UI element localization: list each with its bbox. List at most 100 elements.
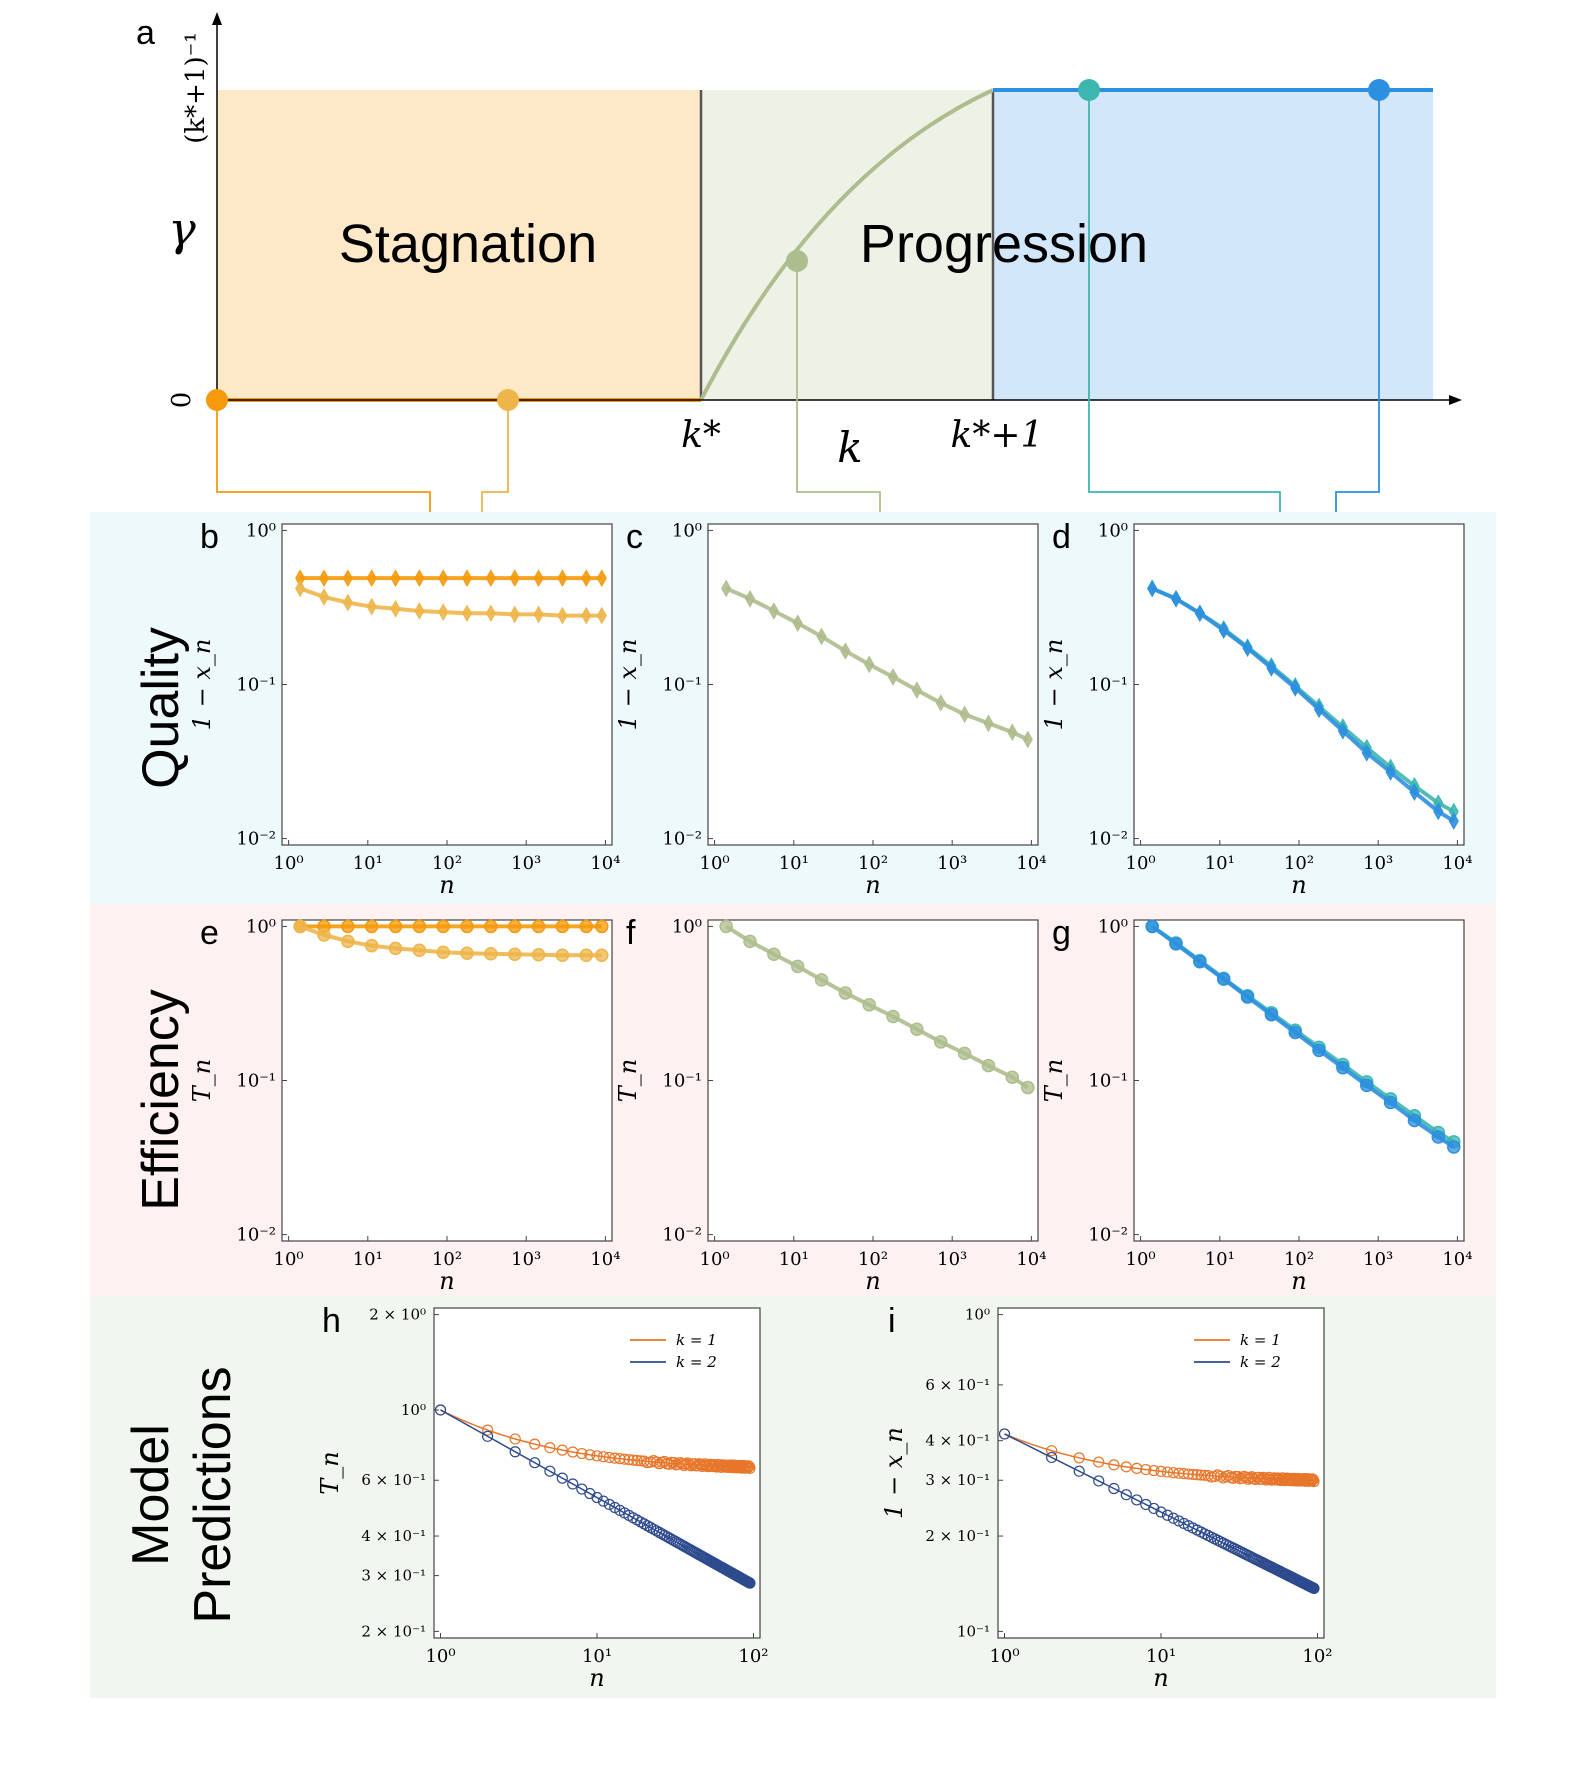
x-tick-label: 10¹ bbox=[1205, 1249, 1235, 1270]
data-point bbox=[957, 1046, 972, 1061]
data-point bbox=[434, 1404, 447, 1416]
y-tick-label: 10⁰ bbox=[672, 520, 702, 541]
data-point bbox=[623, 1454, 635, 1466]
data-point bbox=[1173, 1515, 1185, 1527]
data-point bbox=[597, 1495, 610, 1507]
data-point bbox=[1385, 763, 1396, 781]
x-tick-label: 10² bbox=[432, 853, 462, 874]
panel-i: i 10⁰ 10¹ 10² n 10⁻¹ 2 × 10⁻¹ 3 × 10⁻¹ 4 × 10⁻¹ 6… bbox=[880, 1302, 1333, 1692]
data-point bbox=[1093, 1456, 1105, 1468]
data-point bbox=[1073, 1452, 1085, 1464]
x-tick-label: 10⁴ bbox=[1016, 1249, 1046, 1270]
x-tick-label: 10⁰ bbox=[700, 853, 730, 874]
data-point bbox=[509, 1433, 521, 1445]
data-point bbox=[1182, 1468, 1195, 1480]
data-point bbox=[1120, 1461, 1132, 1473]
data-point bbox=[390, 599, 401, 618]
data-point bbox=[1147, 579, 1158, 598]
series-line bbox=[440, 1409, 754, 1586]
legend-label: k = 1 bbox=[676, 1331, 717, 1349]
data-point bbox=[436, 945, 450, 959]
panel-d: d 10⁰ 10¹ 10² 10³ 10⁴ n 10⁻² 10⁻¹ 10⁰ 1 − x_n bbox=[1040, 518, 1472, 899]
x-tick-label: 10² bbox=[1284, 853, 1314, 874]
data-point bbox=[482, 1424, 494, 1436]
data-point bbox=[595, 948, 609, 962]
data-point bbox=[1308, 1582, 1320, 1594]
data-point bbox=[650, 1456, 663, 1468]
data-point bbox=[1155, 1465, 1167, 1477]
data-point bbox=[544, 1442, 556, 1454]
data-point bbox=[1194, 604, 1205, 623]
x-tick-label: 10³ bbox=[511, 853, 541, 874]
data-point bbox=[1108, 1482, 1120, 1495]
data-point bbox=[983, 714, 994, 733]
x-tick-label: 10² bbox=[1302, 1646, 1332, 1667]
panel-label: f bbox=[626, 914, 636, 952]
data-point bbox=[981, 1058, 996, 1073]
x-axis-label: n bbox=[865, 1267, 880, 1295]
x-tick-label: 10³ bbox=[937, 853, 967, 874]
data-point bbox=[1155, 1506, 1167, 1518]
x-tick-label: 10¹ bbox=[1146, 1646, 1176, 1667]
x-tick-label: 10⁴ bbox=[1442, 853, 1472, 874]
plot-frame bbox=[433, 1307, 761, 1639]
a-marker bbox=[206, 389, 228, 411]
data-point bbox=[581, 606, 592, 625]
x-tick-label: 10¹ bbox=[353, 1249, 383, 1270]
y-tick-label: 10⁰ bbox=[401, 1401, 426, 1419]
panel-a-label: a bbox=[136, 14, 155, 52]
y-tick-label: 10⁻² bbox=[1088, 829, 1128, 850]
y-tick-label: 10⁻¹ bbox=[662, 1071, 702, 1092]
y-axis-label: 1 − x_n bbox=[188, 639, 216, 731]
panel-c: c 10⁰ 10¹ 10² 10³ 10⁴ n 10⁻² 10⁻¹ 10⁰ 1 − x_n bbox=[614, 518, 1046, 899]
data-point bbox=[555, 919, 570, 934]
data-point bbox=[1167, 1512, 1179, 1524]
panel-f: f 10⁰ 10¹ 10² 10³ 10⁴ n 10⁻² 10⁻¹ 10⁰ T_n bbox=[614, 914, 1046, 1295]
data-point bbox=[484, 946, 498, 961]
data-point bbox=[1178, 1468, 1190, 1480]
data-point bbox=[814, 973, 829, 987]
x-axis-label: n bbox=[589, 1664, 604, 1692]
data-point bbox=[790, 959, 805, 974]
y-axis-label: 1 − x_n bbox=[614, 639, 642, 731]
y-tick-label: 10⁻² bbox=[662, 829, 702, 850]
y-tick-label: 10⁻¹ bbox=[1088, 1071, 1128, 1092]
data-point bbox=[581, 569, 592, 587]
y-tick-label: 10⁻² bbox=[236, 829, 276, 850]
data-point bbox=[603, 1451, 615, 1464]
y-tick-label: 4 × 10⁻¹ bbox=[361, 1527, 426, 1545]
data-point bbox=[840, 642, 851, 660]
y-tick-label: 3 × 10⁻¹ bbox=[361, 1567, 426, 1585]
efficiency-label: Efficiency bbox=[132, 989, 190, 1211]
kstar1-tick-label: k*+1 bbox=[951, 415, 1044, 456]
progression-label: Progression bbox=[860, 214, 1148, 274]
y-top-tick-label: (k*+1)⁻¹ bbox=[181, 32, 211, 144]
x-axis-label: n bbox=[1291, 1267, 1306, 1295]
data-point bbox=[1336, 1060, 1350, 1075]
data-point bbox=[388, 941, 403, 956]
a-connector-line bbox=[1088, 90, 1281, 512]
x-axis-label: n bbox=[1153, 1664, 1168, 1692]
plot-frame bbox=[281, 919, 613, 1242]
data-point bbox=[438, 603, 449, 621]
data-point bbox=[555, 948, 570, 962]
y-tick-label: 10⁰ bbox=[246, 520, 276, 541]
y-tick-label: 10⁻¹ bbox=[662, 675, 702, 696]
data-point bbox=[1191, 1469, 1203, 1481]
data-point bbox=[1145, 919, 1159, 934]
legend-label: k = 2 bbox=[1240, 1353, 1281, 1371]
x-tick-label: 10⁴ bbox=[590, 1249, 620, 1270]
data-point bbox=[603, 1498, 615, 1511]
data-point bbox=[579, 948, 594, 962]
data-point bbox=[1407, 1113, 1422, 1128]
data-point bbox=[719, 919, 733, 934]
x-tick-label: 10⁰ bbox=[425, 1646, 455, 1667]
series-line bbox=[1004, 1433, 1318, 1591]
y-axis-label: 1 − x_n bbox=[1040, 639, 1068, 731]
data-point bbox=[864, 655, 875, 674]
data-point bbox=[509, 605, 520, 624]
data-point bbox=[1187, 1468, 1199, 1481]
data-point bbox=[591, 1450, 603, 1462]
x-tick-label: 10⁰ bbox=[274, 1249, 304, 1270]
